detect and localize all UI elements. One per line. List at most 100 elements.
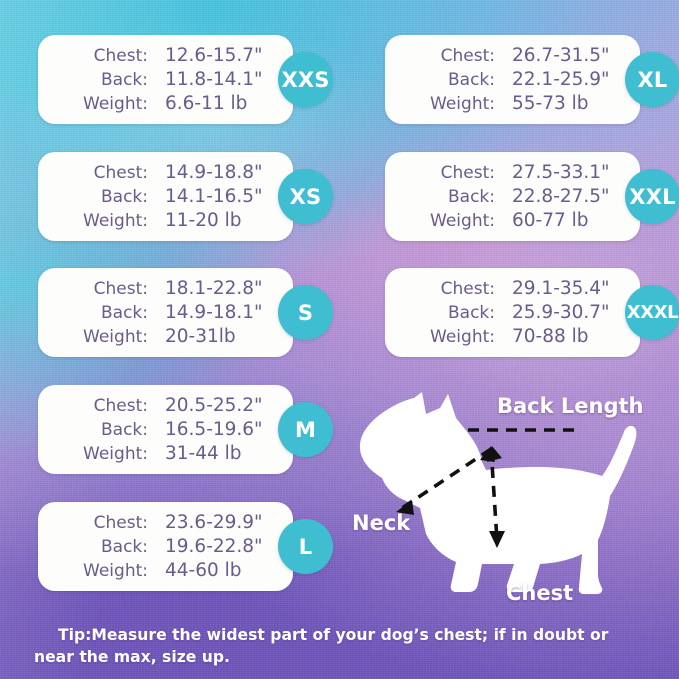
measurement-row-chest: Chest: 20.5-25.2" bbox=[60, 393, 293, 417]
measurement-value-weight: 11-20 lb bbox=[165, 209, 242, 231]
measurement-row-chest: Chest: 23.6-29.9" bbox=[60, 510, 293, 534]
measurement-row-weight: Weight: 60-77 lb bbox=[407, 209, 640, 233]
measurement-value-chest: 29.1-35.4" bbox=[512, 277, 610, 299]
size-badge-label: XL bbox=[637, 67, 668, 92]
measurement-row-weight: Weight: 44-60 lb bbox=[60, 559, 293, 583]
measurement-value-back: 22.8-27.5" bbox=[512, 185, 610, 207]
measurement-row-chest: Chest: 29.1-35.4" bbox=[407, 276, 640, 300]
size-badge-xxs: XXS bbox=[278, 52, 333, 107]
size-card-rows: Chest: 18.1-22.8" Back: 14.9-18.1" Weight: 20… bbox=[38, 276, 293, 348]
measurement-label-weight: Weight: bbox=[83, 326, 148, 347]
measurement-row-chest: Chest: 18.1-22.8" bbox=[60, 276, 293, 300]
measurement-value-back: 14.9-18.1" bbox=[165, 301, 263, 323]
measurement-row-weight: Weight: 55-73 lb bbox=[407, 92, 640, 116]
measurement-row-back: Back: 11.8-14.1" bbox=[60, 67, 293, 91]
measurement-label-back: Back: bbox=[101, 69, 148, 90]
measurement-row-chest: Chest: 14.9-18.8" bbox=[60, 160, 293, 184]
measurement-value-weight: 60-77 lb bbox=[512, 209, 589, 231]
arrow-heads bbox=[396, 446, 505, 548]
size-card: Chest: 26.7-31.5" Back: 22.1-25.9" Weight: 55… bbox=[385, 35, 640, 124]
label-neck: Neck bbox=[352, 511, 411, 535]
measurement-label-weight: Weight: bbox=[430, 93, 495, 114]
size-card-rows: Chest: 27.5-33.1" Back: 22.8-27.5" Weight: 60… bbox=[385, 160, 640, 232]
measurement-label-chest: Chest: bbox=[93, 278, 148, 299]
measurement-label-back: Back: bbox=[101, 186, 148, 207]
neck-arrowhead bbox=[396, 500, 414, 515]
size-badge-label: XXXL bbox=[626, 302, 679, 323]
size-badge-s: S bbox=[278, 285, 333, 340]
measurement-row-back: Back: 14.9-18.1" bbox=[60, 300, 293, 324]
measurement-value-back: 19.6-22.8" bbox=[165, 535, 263, 557]
measurement-value-chest: 20.5-25.2" bbox=[165, 394, 263, 416]
measurement-value-back: 25.9-30.7" bbox=[512, 301, 610, 323]
size-card-rows: Chest: 23.6-29.9" Back: 19.6-22.8" Weight: 44… bbox=[38, 510, 293, 582]
size-card-rows: Chest: 20.5-25.2" Back: 16.5-19.6" Weight: 31… bbox=[38, 393, 293, 465]
chest-up-arrowhead bbox=[487, 446, 502, 462]
size-badge-label: M bbox=[294, 417, 317, 442]
size-badge-xxxl: XXXL bbox=[625, 285, 679, 340]
size-card: Chest: 27.5-33.1" Back: 22.8-27.5" Weight: 60… bbox=[385, 152, 640, 241]
measurement-label-weight: Weight: bbox=[83, 93, 148, 114]
measurement-label-back: Back: bbox=[101, 302, 148, 323]
measurement-value-back: 16.5-19.6" bbox=[165, 418, 263, 440]
size-card: Chest: 29.1-35.4" Back: 25.9-30.7" Weight: 70… bbox=[385, 268, 640, 357]
measurement-row-back: Back: 14.1-16.5" bbox=[60, 184, 293, 208]
measurement-label-weight: Weight: bbox=[83, 560, 148, 581]
size-badge-label: S bbox=[297, 300, 314, 325]
measurement-label-chest: Chest: bbox=[93, 45, 148, 66]
measurement-value-chest: 14.9-18.8" bbox=[165, 161, 263, 183]
size-badge-l: L bbox=[278, 519, 333, 574]
measurement-value-weight: 20-31lb bbox=[165, 325, 236, 347]
measurement-value-weight: 55-73 lb bbox=[512, 92, 589, 114]
size-card-rows: Chest: 14.9-18.8" Back: 14.1-16.5" Weight: 11… bbox=[38, 160, 293, 232]
dog-silhouette-diagram bbox=[352, 388, 679, 613]
size-badge-label: XXL bbox=[629, 184, 676, 209]
measurement-tip: Tip:Measure the widest part of your dog’… bbox=[34, 626, 609, 667]
measurement-label-chest: Chest: bbox=[440, 162, 495, 183]
measurement-label-chest: Chest: bbox=[93, 162, 148, 183]
size-badge-label: L bbox=[298, 534, 313, 559]
size-badge-xs: XS bbox=[278, 169, 333, 224]
measurement-value-chest: 18.1-22.8" bbox=[165, 277, 263, 299]
measurement-label-weight: Weight: bbox=[83, 210, 148, 231]
measurement-label-weight: Weight: bbox=[430, 326, 495, 347]
size-badge-xl: XL bbox=[625, 52, 679, 107]
label-chest: Chest bbox=[506, 581, 574, 605]
measurement-label-back: Back: bbox=[448, 302, 495, 323]
measurement-value-chest: 26.7-31.5" bbox=[512, 44, 610, 66]
measurement-row-weight: Weight: 70-88 lb bbox=[407, 325, 640, 349]
measurement-value-weight: 70-88 lb bbox=[512, 325, 589, 347]
size-card-rows: Chest: 12.6-15.7" Back: 11.8-14.1" Weight: 6.… bbox=[38, 43, 293, 115]
measurement-label-chest: Chest: bbox=[93, 395, 148, 416]
measurement-arrows bbox=[395, 428, 574, 541]
size-badge-label: XS bbox=[289, 184, 322, 209]
measurement-label-weight: Weight: bbox=[83, 443, 148, 464]
size-card: Chest: 12.6-15.7" Back: 11.8-14.1" Weight: 6.… bbox=[38, 35, 293, 124]
measurement-row-back: Back: 19.6-22.8" bbox=[60, 534, 293, 558]
size-badge-xxl: XXL bbox=[625, 169, 679, 224]
measurement-label-back: Back: bbox=[448, 69, 495, 90]
measurement-row-back: Back: 22.1-25.9" bbox=[407, 67, 640, 91]
measurement-value-back: 14.1-16.5" bbox=[165, 185, 263, 207]
measurement-row-weight: Weight: 31-44 lb bbox=[60, 442, 293, 466]
measurement-label-chest: Chest: bbox=[93, 512, 148, 533]
label-back-length: Back Length bbox=[497, 394, 644, 418]
measurement-value-back: 11.8-14.1" bbox=[165, 68, 263, 90]
size-badge-m: M bbox=[278, 402, 333, 457]
size-card: Chest: 18.1-22.8" Back: 14.9-18.1" Weight: 20… bbox=[38, 268, 293, 357]
size-card-rows: Chest: 26.7-31.5" Back: 22.1-25.9" Weight: 55… bbox=[385, 43, 640, 115]
measurement-value-weight: 31-44 lb bbox=[165, 442, 242, 464]
dog-silhouette-shape bbox=[359, 392, 637, 594]
measurement-row-weight: Weight: 11-20 lb bbox=[60, 209, 293, 233]
size-card: Chest: 23.6-29.9" Back: 19.6-22.8" Weight: 44… bbox=[38, 502, 293, 591]
size-badge-label: XXS bbox=[281, 67, 330, 92]
measurement-label-back: Back: bbox=[101, 536, 148, 557]
measurement-value-weight: 44-60 lb bbox=[165, 559, 242, 581]
size-card-rows: Chest: 29.1-35.4" Back: 25.9-30.7" Weight: 70… bbox=[385, 276, 640, 348]
measurement-row-back: Back: 16.5-19.6" bbox=[60, 417, 293, 441]
measurement-value-chest: 27.5-33.1" bbox=[512, 161, 610, 183]
measurement-value-chest: 23.6-29.9" bbox=[165, 511, 263, 533]
chest-arrowhead bbox=[489, 531, 505, 548]
size-card: Chest: 14.9-18.8" Back: 14.1-16.5" Weight: 11… bbox=[38, 152, 293, 241]
